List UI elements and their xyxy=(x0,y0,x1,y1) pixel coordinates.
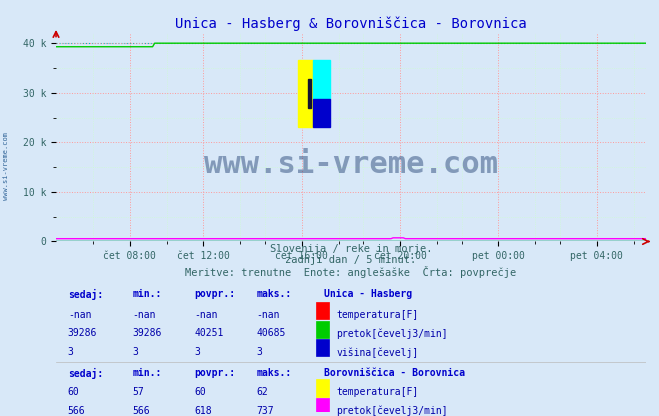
Text: 60: 60 xyxy=(68,387,80,397)
Bar xyxy=(316,321,328,338)
Bar xyxy=(316,379,328,396)
Bar xyxy=(316,339,328,357)
Text: 3: 3 xyxy=(68,347,74,357)
Text: 566: 566 xyxy=(68,406,86,416)
Text: -nan: -nan xyxy=(132,310,156,319)
Text: 57: 57 xyxy=(132,387,144,397)
Text: www.si-vreme.com: www.si-vreme.com xyxy=(204,150,498,179)
Text: 618: 618 xyxy=(194,406,212,416)
Text: višina[čevelj]: višina[čevelj] xyxy=(336,347,418,358)
Text: 40251: 40251 xyxy=(194,328,224,338)
Text: -nan: -nan xyxy=(194,310,218,319)
Text: -nan: -nan xyxy=(256,310,280,319)
Bar xyxy=(314,60,330,99)
Text: Unica - Hasberg: Unica - Hasberg xyxy=(324,289,413,299)
Text: www.si-vreme.com: www.si-vreme.com xyxy=(3,132,9,201)
Text: povpr.:: povpr.: xyxy=(194,368,236,378)
Text: pretok[čevelj3/min]: pretok[čevelj3/min] xyxy=(336,328,448,339)
Text: maks.:: maks.: xyxy=(256,368,292,378)
Text: sedaj:: sedaj: xyxy=(68,289,103,300)
Text: -nan: -nan xyxy=(68,310,92,319)
Bar xyxy=(316,398,328,415)
Text: 3: 3 xyxy=(194,347,200,357)
Title: Unica - Hasberg & Borovniščica - Borovnica: Unica - Hasberg & Borovniščica - Borovni… xyxy=(175,16,527,31)
Text: 3: 3 xyxy=(132,347,138,357)
Text: Borovniščica - Borovnica: Borovniščica - Borovnica xyxy=(324,368,465,378)
Text: 60: 60 xyxy=(194,387,206,397)
Bar xyxy=(314,99,330,127)
Text: Slovenija / reke in morje.: Slovenija / reke in morje. xyxy=(270,244,432,254)
Text: 40685: 40685 xyxy=(256,328,286,338)
Text: sedaj:: sedaj: xyxy=(68,368,103,379)
Text: temperatura[F]: temperatura[F] xyxy=(336,310,418,319)
Text: min.:: min.: xyxy=(132,368,162,378)
Text: 39286: 39286 xyxy=(68,328,97,338)
Text: Meritve: trenutne  Enote: anglešaške  Črta: povprečje: Meritve: trenutne Enote: anglešaške Črta… xyxy=(185,266,517,278)
Text: temperatura[F]: temperatura[F] xyxy=(336,387,418,397)
Text: 62: 62 xyxy=(256,387,268,397)
Text: pretok[čevelj3/min]: pretok[čevelj3/min] xyxy=(336,406,448,416)
Polygon shape xyxy=(308,79,312,108)
Text: 39286: 39286 xyxy=(132,328,162,338)
Text: 737: 737 xyxy=(256,406,274,416)
Text: povpr.:: povpr.: xyxy=(194,289,236,299)
Text: maks.:: maks.: xyxy=(256,289,292,299)
Bar xyxy=(298,60,314,127)
Bar xyxy=(316,302,328,319)
Text: min.:: min.: xyxy=(132,289,162,299)
Text: zadnji dan / 5 minut.: zadnji dan / 5 minut. xyxy=(285,255,416,265)
Text: 566: 566 xyxy=(132,406,150,416)
Text: 3: 3 xyxy=(256,347,262,357)
